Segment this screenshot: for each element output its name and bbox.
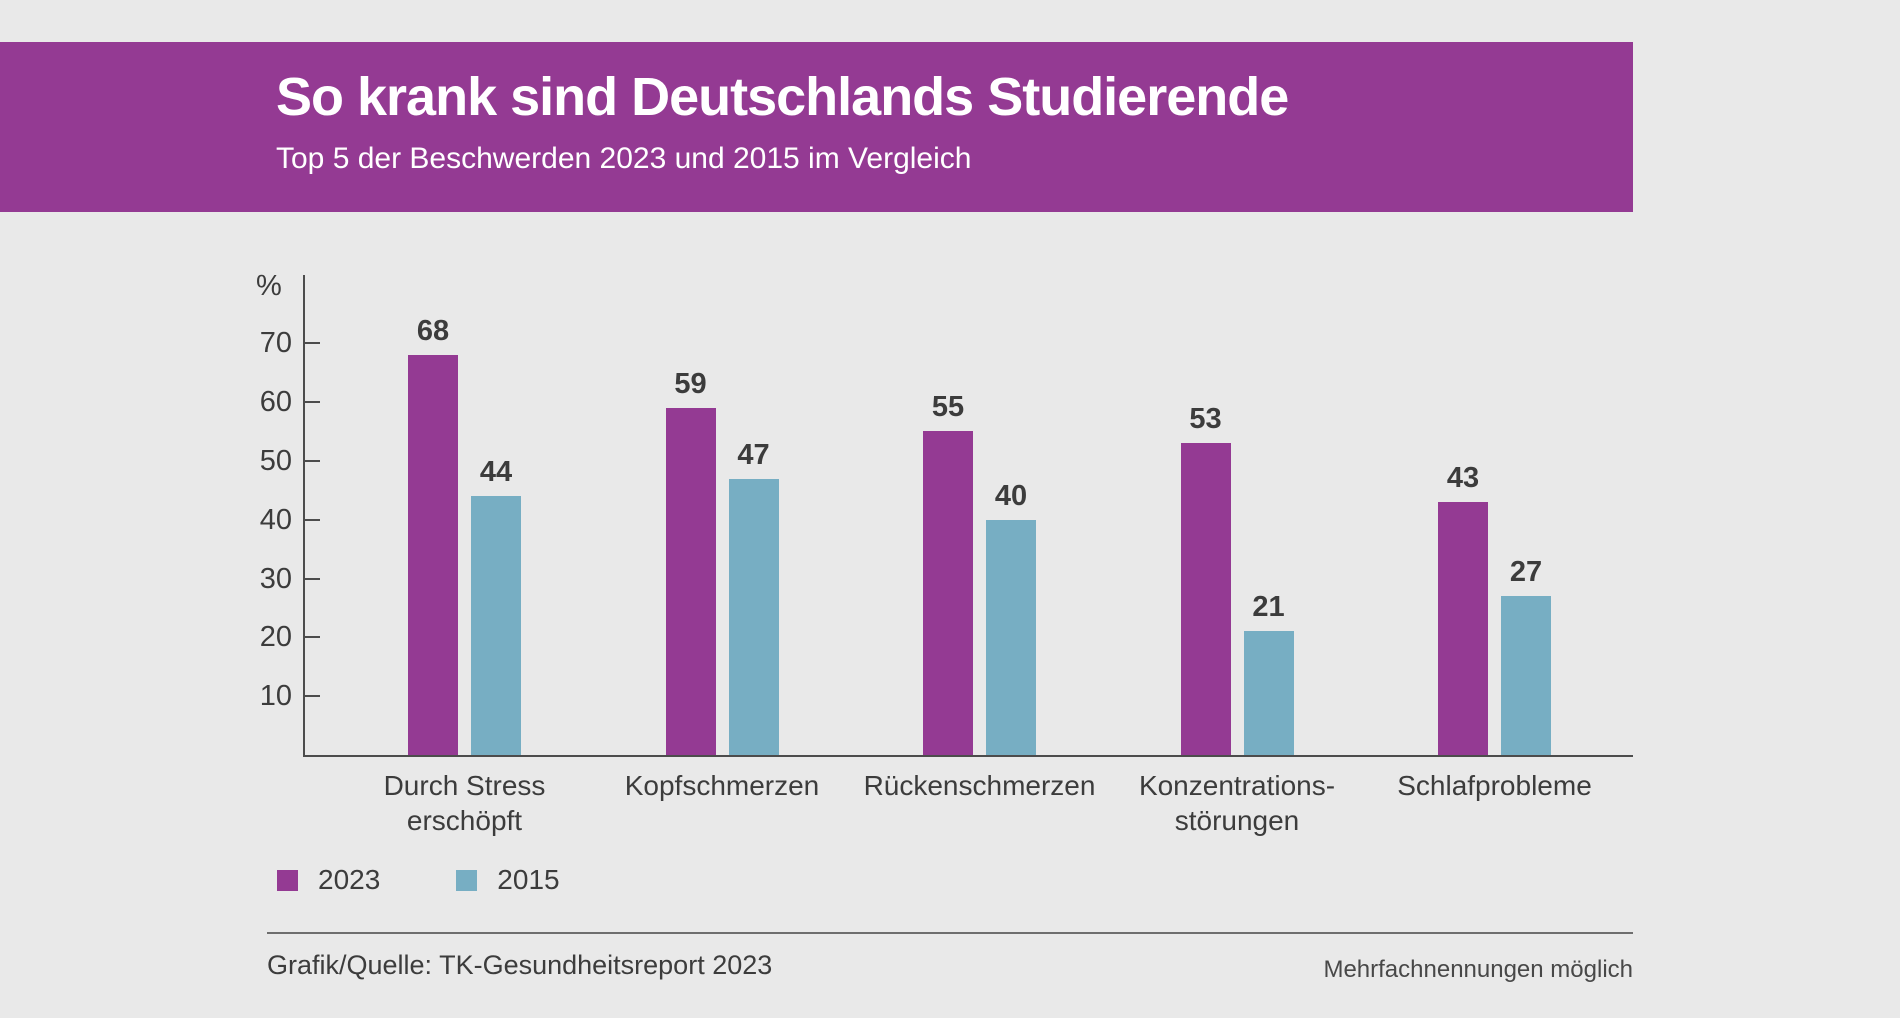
x-category-label-line: Durch Stress — [383, 770, 546, 801]
y-tick-label: 20 — [259, 621, 292, 654]
y-tick-mark — [305, 459, 320, 462]
bar-2023 — [1438, 502, 1488, 755]
y-tick-label: 60 — [259, 386, 292, 419]
y-axis-line — [303, 275, 305, 757]
x-category-label: Durch Stress erschöpft — [315, 768, 615, 838]
x-category-label-line: erschöpft — [406, 805, 523, 836]
bar-value-label: 40 — [994, 479, 1028, 512]
x-category-label: Konzentrations-störungen — [1087, 768, 1387, 838]
bar-2023 — [408, 355, 458, 755]
y-tick-mark — [305, 577, 320, 580]
bar-value-label: 27 — [1509, 556, 1543, 589]
bar-2015 — [1243, 631, 1294, 755]
x-category-label-line: Rückenschmerzen — [863, 770, 1096, 801]
bar-2023 — [665, 407, 716, 755]
header-band — [0, 42, 1633, 212]
bar-value-label: 43 — [1446, 462, 1480, 495]
bar-value-label: 53 — [1189, 403, 1222, 436]
bar-value-label: 68 — [416, 315, 450, 348]
bar-2015 — [728, 478, 779, 755]
x-category-label: Rückenschmerzen — [830, 768, 1130, 803]
bar-2023 — [923, 431, 973, 755]
legend-item-2023: 2023 — [277, 864, 380, 896]
bar-2023 — [1180, 443, 1231, 755]
bar-2015 — [471, 496, 521, 755]
bar-value-label: 21 — [1252, 591, 1285, 624]
y-tick-mark — [305, 342, 320, 345]
x-category-label-line: störungen — [1174, 805, 1300, 836]
y-axis-unit-label: % — [256, 270, 282, 302]
multi-answer-note: Mehrfachnennungen möglich — [1323, 956, 1633, 983]
legend-swatch-2015 — [456, 869, 478, 891]
y-tick-label: 40 — [259, 503, 292, 536]
y-tick-label: 70 — [259, 327, 292, 360]
bar-value-label: 59 — [674, 367, 707, 400]
y-tick-mark — [305, 518, 320, 521]
x-category-label: Kopfschmerzen — [572, 768, 872, 803]
y-tick-mark — [305, 401, 320, 404]
page-subtitle: Top 5 der Beschwerden 2023 und 2015 im V… — [276, 142, 972, 175]
x-axis-line — [303, 755, 1633, 757]
legend-label: 2023 — [318, 864, 381, 895]
bar-value-label: 44 — [479, 456, 513, 489]
footer-divider — [267, 932, 1633, 934]
x-category-label: Schlafprobleme — [1345, 768, 1645, 803]
bar-value-label: 55 — [931, 391, 965, 424]
bar-2015 — [1501, 596, 1551, 755]
y-tick-mark — [305, 636, 320, 639]
legend-swatch-2023 — [277, 869, 298, 891]
bar-2015 — [986, 519, 1036, 755]
y-tick-mark — [305, 695, 320, 698]
bar-value-label: 47 — [737, 438, 770, 471]
y-tick-label: 30 — [259, 562, 292, 595]
source-note: Grafik/Quelle: TK-Gesundheitsreport 2023 — [267, 950, 773, 980]
page-title: So krank sind Deutschlands Studierende — [276, 67, 1289, 127]
legend-label: 2015 — [497, 864, 560, 895]
x-category-label-line: Konzentrations- — [1138, 770, 1336, 801]
x-category-label-line: Schlafprobleme — [1397, 770, 1592, 801]
y-tick-label: 10 — [259, 680, 292, 713]
chart-legend: 2023 2015 — [277, 864, 560, 896]
legend-item-2015: 2015 — [456, 864, 560, 896]
x-category-label-line: Kopfschmerzen — [624, 770, 820, 801]
y-tick-label: 50 — [259, 444, 292, 477]
